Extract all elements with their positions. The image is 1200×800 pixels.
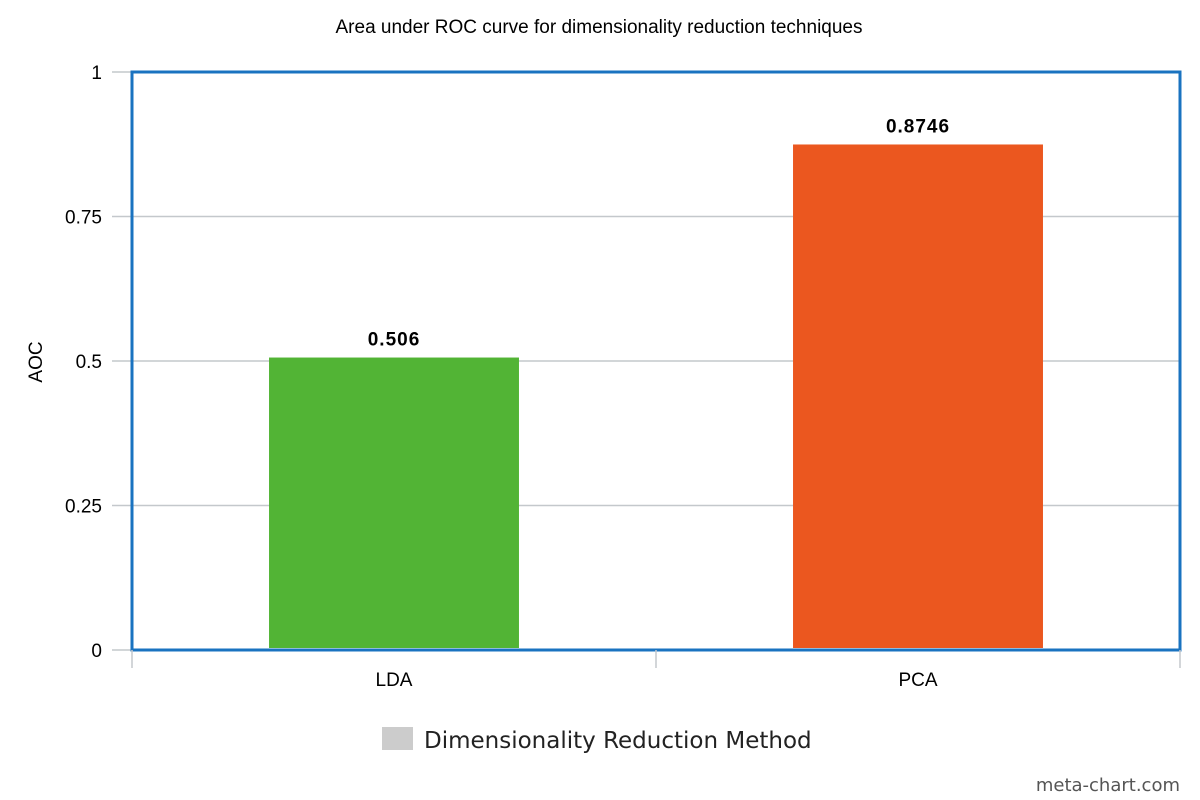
legend-swatch[interactable] bbox=[382, 727, 413, 750]
bar-lda[interactable] bbox=[269, 357, 519, 648]
chart-title: Area under ROC curve for dimensionality … bbox=[336, 17, 863, 38]
y-tick-label: 0.75 bbox=[65, 208, 102, 229]
bar-pca[interactable] bbox=[793, 144, 1043, 648]
data-labels: 0.506 0.8746 bbox=[368, 116, 950, 351]
credit-text: meta-chart.com bbox=[1036, 775, 1180, 796]
y-axis-label: AOC bbox=[26, 341, 47, 382]
legend-label[interactable]: Dimensionality Reduction Method bbox=[424, 728, 812, 754]
x-tick-label-lda: LDA bbox=[376, 670, 413, 691]
data-label-lda: 0.506 bbox=[368, 330, 421, 351]
y-tick-label: 0.5 bbox=[76, 352, 102, 373]
y-tick-label: 1 bbox=[91, 63, 102, 84]
y-tick-label: 0.25 bbox=[65, 497, 102, 518]
bars bbox=[269, 144, 1043, 648]
y-axis-ticks: 0 0.25 0.5 0.75 1 bbox=[65, 63, 132, 662]
y-tick-label: 0 bbox=[91, 641, 102, 662]
data-label-pca: 0.8746 bbox=[886, 116, 950, 137]
x-axis-ticks: LDA PCA bbox=[131, 650, 1181, 691]
x-tick-label-pca: PCA bbox=[898, 670, 937, 691]
